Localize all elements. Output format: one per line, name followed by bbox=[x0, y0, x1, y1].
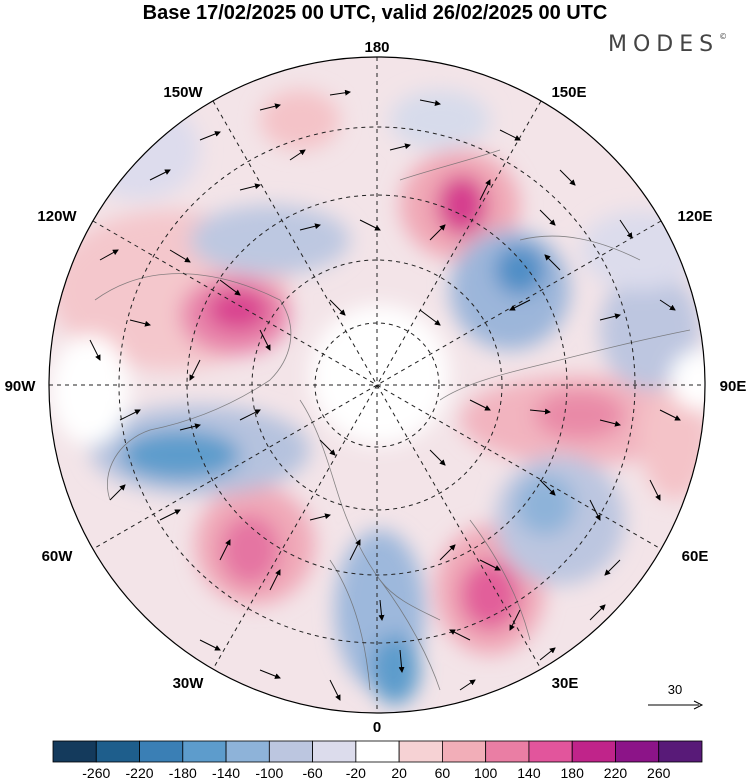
colorbar-swatch bbox=[225, 740, 270, 763]
colorbar-swatch bbox=[95, 740, 140, 763]
colorbar: -260 -220 -180 -140 -100 -60 -20 20 60 100 140 180 2… bbox=[52, 740, 703, 781]
wind-vectors bbox=[89, 89, 681, 701]
colorbar-tick-label: 140 bbox=[517, 765, 541, 781]
colorbar-tick-label: 100 bbox=[474, 765, 498, 781]
lon-label-30w: 30W bbox=[173, 675, 205, 692]
colorbar-tick-label: -220 bbox=[126, 765, 154, 781]
colorbar-swatch bbox=[441, 740, 487, 763]
colorbar-swatch bbox=[615, 740, 660, 763]
lon-label-150w: 150W bbox=[163, 84, 203, 101]
colorbar-tick-label: -140 bbox=[212, 765, 240, 781]
lon-label-120w: 120W bbox=[37, 208, 77, 225]
map-border bbox=[48, 56, 706, 714]
lon-label-30e: 30E bbox=[552, 675, 579, 692]
anomaly-field bbox=[49, 57, 705, 713]
lon-label-90e: 90E bbox=[720, 378, 747, 395]
colorbar-tick-label: 20 bbox=[391, 765, 407, 781]
lon-label-60w: 60W bbox=[42, 548, 74, 565]
colorbar-tick-label: -60 bbox=[302, 765, 322, 781]
graticule bbox=[49, 57, 705, 713]
lon-label-150e: 150E bbox=[551, 84, 586, 101]
colorbar-tick-label: 220 bbox=[604, 765, 628, 781]
lon-label-0: 0 bbox=[373, 719, 381, 736]
coastlines bbox=[94, 149, 691, 691]
colorbar-swatch bbox=[182, 740, 227, 763]
colorbar-swatch bbox=[52, 740, 97, 763]
colorbar-tick-label: 260 bbox=[647, 765, 671, 781]
colorbar-swatch bbox=[398, 740, 443, 763]
reference-vector-label: 30 bbox=[668, 682, 682, 697]
colorbar-swatch bbox=[139, 740, 184, 763]
colorbar-swatch bbox=[355, 740, 400, 763]
modes-logo: MODES© bbox=[608, 32, 727, 57]
colorbar-tick-label: 180 bbox=[561, 765, 585, 781]
lon-label-180: 180 bbox=[364, 39, 389, 56]
brand-mark: © bbox=[719, 32, 728, 41]
colorbar-tick-label: -260 bbox=[82, 765, 110, 781]
lon-label-60e: 60E bbox=[682, 548, 709, 565]
lon-label-90w: 90W bbox=[5, 378, 37, 395]
colorbar-swatch bbox=[658, 740, 703, 763]
colorbar-swatch bbox=[268, 740, 314, 763]
colorbar-swatch bbox=[312, 740, 357, 763]
colorbar-swatch bbox=[571, 740, 616, 763]
colorbar-swatch bbox=[485, 740, 530, 763]
brand-name: MODES bbox=[608, 32, 720, 57]
colorbar-swatch bbox=[528, 740, 573, 763]
colorbar-tick-label: -100 bbox=[255, 765, 283, 781]
lon-label-120e: 120E bbox=[677, 208, 712, 225]
colorbar-tick-label: -20 bbox=[346, 765, 366, 781]
map-title: Base 17/02/2025 00 UTC, valid 26/02/2025… bbox=[142, 2, 608, 24]
colorbar-tick-label: -180 bbox=[169, 765, 197, 781]
colorbar-tick-label: 60 bbox=[435, 765, 451, 781]
reference-arrow-icon bbox=[648, 700, 704, 710]
